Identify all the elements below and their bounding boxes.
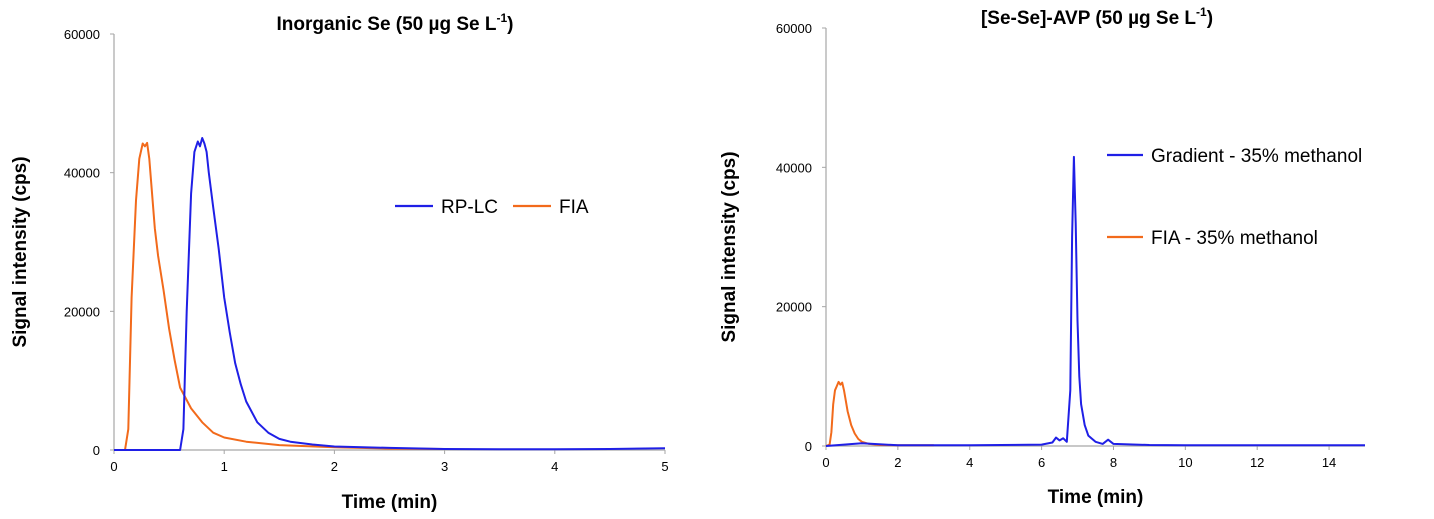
legend-label: RP-LC [441,197,498,218]
x-tick-label: 8 [1110,455,1117,470]
legend-label: FIA [559,197,589,218]
chart-title: Inorganic Se (50 µg Se L-1) [276,11,513,35]
chart-panel-2: [Se-Se]-AVP (50 µg Se L-1) 0 2 4 6 8 10 12 14 0 20… [719,5,1365,508]
series-line-fia [114,141,445,451]
legend: Gradient - 35% methanol FIA - 35% methano… [1107,146,1362,249]
x-tick-label: 2 [331,459,338,474]
x-tick-label: 14 [1322,455,1336,470]
y-tick-label: 60000 [776,21,812,36]
chart-title-end: ) [507,14,513,35]
series-line-gradient-35-methanol [825,155,1365,447]
chart-title-main: Inorganic Se (50 µg Se L [276,14,496,35]
x-tick-label: 4 [966,455,973,470]
chart-title-end: ) [1207,8,1213,29]
x-tick-label: 3 [441,459,448,474]
chart-title-superscript: -1 [497,11,508,25]
chart-panel-1: Inorganic Se (50 µg Se L-1) 0 1 2 3 4 5 0 20000 4… [10,11,669,513]
chart-title: [Se-Se]-AVP (50 µg Se L-1) [981,5,1213,29]
x-tick-label: 6 [1038,455,1045,470]
x-tick-label: 0 [822,455,829,470]
y-tick-label: 40000 [776,160,812,175]
y-tick-label: 40000 [64,166,100,181]
x-tick-label: 10 [1178,455,1192,470]
series-line-rp-lc [114,137,666,451]
chart-title-superscript: -1 [1196,5,1207,19]
y-axis-title: Signal intensity (cps) [10,156,31,347]
x-tick-label: 1 [221,459,228,474]
x-axis-title: Time (min) [1048,487,1144,508]
legend: RP-LC FIA [395,197,589,218]
series-line-fia-35-methanol [825,380,934,447]
y-tick-label: 0 [93,443,100,458]
y-tick-label: 60000 [64,27,100,42]
y-tick-label: 20000 [64,304,100,319]
x-tick-label: 12 [1250,455,1264,470]
x-axis-title: Time (min) [342,492,438,513]
legend-label: Gradient - 35% methanol [1151,146,1362,167]
y-axis-title: Signal intensity (cps) [719,151,740,342]
y-tick-label: 0 [805,439,812,454]
chart-title-main: [Se-Se]-AVP (50 µg Se L [981,8,1196,29]
x-tick-label: 0 [110,459,117,474]
x-tick-label: 4 [551,459,558,474]
x-tick-label: 5 [661,459,668,474]
y-tick-label: 20000 [776,300,812,315]
legend-label: FIA - 35% methanol [1151,228,1318,249]
x-tick-label: 2 [894,455,901,470]
